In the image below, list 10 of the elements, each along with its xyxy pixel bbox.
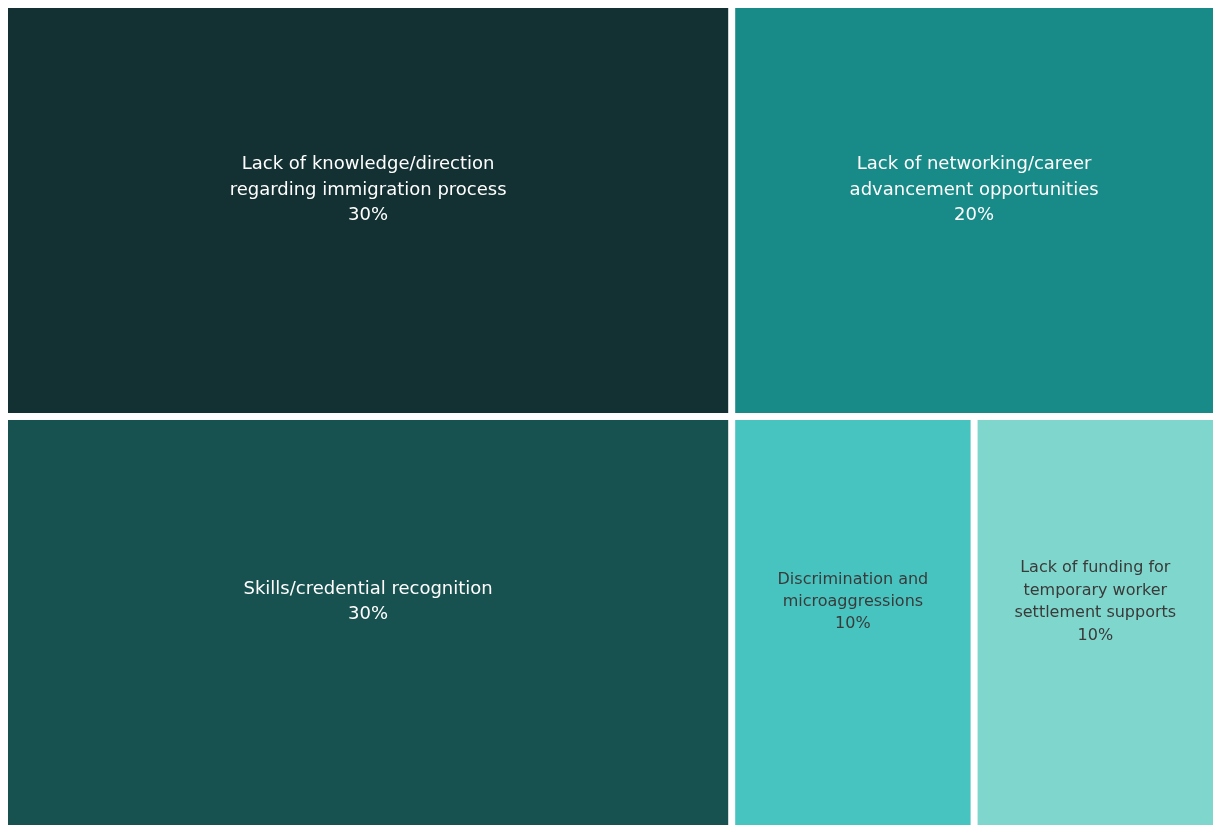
data-label: 30% bbox=[348, 202, 389, 224]
category-label: Discrimination and microaggressions bbox=[777, 568, 929, 611]
data-label: 20% bbox=[954, 202, 995, 224]
data-label: 10% bbox=[1077, 624, 1114, 644]
category-label: Lack of knowledge/direction regarding immigration process bbox=[229, 152, 507, 199]
data-label: 10% bbox=[835, 613, 871, 633]
data-label: 30% bbox=[348, 602, 389, 624]
category-label: Lack of funding for temporary worker settlement supports bbox=[1014, 557, 1177, 622]
category-label: Skills/credential recognition bbox=[243, 576, 493, 598]
category-label: Lack of networking/career advancement opportunities bbox=[849, 152, 1099, 199]
